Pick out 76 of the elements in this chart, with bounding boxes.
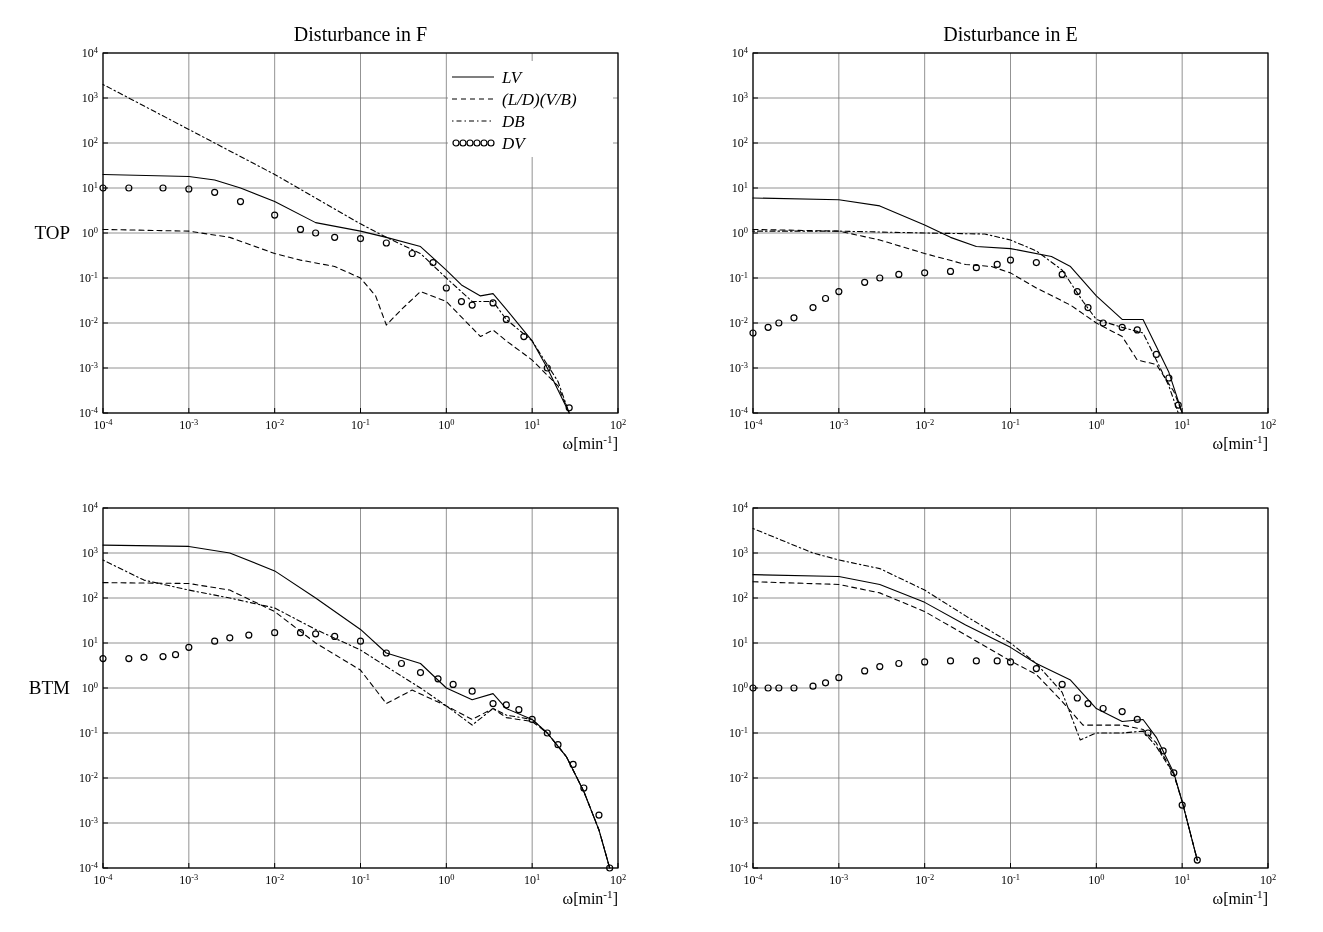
y-axis-title: TOP [34, 222, 70, 243]
x-tick-label: 10$^{-4}$ [743, 417, 764, 432]
x-tick-label: 10$^{-3}$ [179, 417, 199, 432]
x-tick-label: 10$^{2}$ [1259, 417, 1277, 432]
x-tick-label: 10$^{-4}$ [743, 872, 764, 887]
x-tick-label: 10$^{-2}$ [915, 872, 935, 887]
y-tick-label: 10$^{4}$ [81, 500, 99, 515]
y-tick-label: 10$^{-2}$ [79, 315, 98, 330]
chart-title: Disturbance in F [293, 23, 428, 45]
y-tick-label: 10$^{-3}$ [729, 360, 748, 375]
y-tick-label: 10$^{-3}$ [79, 360, 98, 375]
y-tick-label: 10$^{1}$ [731, 180, 748, 195]
legend-label: (L/D)(V/B) [502, 90, 577, 109]
x-tick-label: 10$^{-3}$ [179, 872, 199, 887]
y-tick-label: 10$^{0}$ [731, 680, 748, 695]
y-tick-label: 10$^{2}$ [81, 135, 98, 150]
x-tick-label: 10$^{-4}$ [93, 417, 114, 432]
y-tick-label: 10$^{-1}$ [79, 270, 98, 285]
y-tick-label: 10$^{-3}$ [729, 815, 748, 830]
y-tick-label: 10$^{-4}$ [729, 405, 749, 420]
x-tick-label: 10$^{-2}$ [915, 417, 935, 432]
legend-label: LV [501, 68, 524, 87]
x-tick-label: 10$^{-2}$ [265, 417, 285, 432]
legend-label: DB [501, 112, 526, 131]
y-tick-label: 10$^{3}$ [81, 90, 98, 105]
y-tick-label: 10$^{-1}$ [79, 725, 98, 740]
y-tick-label: 10$^{-2}$ [729, 315, 748, 330]
x-tick-label: 10$^{2}$ [609, 872, 627, 887]
x-tick-label: 10$^{-2}$ [265, 872, 285, 887]
y-tick-label: 10$^{1}$ [81, 180, 98, 195]
x-tick-label: 10$^{0}$ [438, 417, 455, 432]
y-tick-label: 10$^{4}$ [731, 500, 749, 515]
y-tick-label: 10$^{-4}$ [79, 405, 99, 420]
y-tick-label: 10$^{0}$ [81, 680, 98, 695]
x-tick-label: 10$^{2}$ [1259, 872, 1277, 887]
x-tick-label: 10$^{-1}$ [1001, 417, 1020, 432]
x-axis-title: ω[min$^{-1}$] [1212, 888, 1268, 907]
y-tick-label: 10$^{1}$ [731, 635, 748, 650]
legend-label: DV [501, 134, 528, 153]
x-tick-label: 10$^{-3}$ [829, 872, 849, 887]
y-tick-label: 10$^{-4}$ [729, 860, 749, 875]
y-tick-label: 10$^{2}$ [731, 590, 748, 605]
x-tick-label: 10$^{-3}$ [829, 417, 849, 432]
x-tick-label: 10$^{1}$ [1174, 872, 1191, 887]
chart-title: Disturbance in E [943, 23, 1078, 45]
y-tick-label: 10$^{1}$ [81, 635, 98, 650]
x-tick-label: 10$^{0}$ [1088, 417, 1105, 432]
y-tick-label: 10$^{4}$ [731, 45, 749, 60]
x-tick-label: 10$^{-1}$ [1001, 872, 1020, 887]
x-axis-title: ω[min$^{-1}$] [562, 888, 618, 907]
y-tick-label: 10$^{2}$ [731, 135, 748, 150]
y-tick-label: 10$^{-3}$ [79, 815, 98, 830]
y-tick-label: 10$^{3}$ [81, 545, 98, 560]
y-tick-label: 10$^{-1}$ [729, 270, 748, 285]
x-tick-label: 10$^{1}$ [524, 417, 541, 432]
x-tick-label: 10$^{2}$ [609, 417, 627, 432]
y-tick-label: 10$^{0}$ [731, 225, 748, 240]
x-tick-label: 10$^{1}$ [524, 872, 541, 887]
x-tick-label: 10$^{1}$ [1174, 417, 1191, 432]
y-axis-title: BTM [28, 677, 71, 698]
y-tick-label: 10$^{3}$ [731, 545, 748, 560]
x-tick-label: 10$^{0}$ [438, 872, 455, 887]
y-tick-label: 10$^{0}$ [81, 225, 98, 240]
x-axis-title: ω[min$^{-1}$] [1212, 433, 1268, 452]
y-tick-label: 10$^{2}$ [81, 590, 98, 605]
x-tick-label: 10$^{0}$ [1088, 872, 1105, 887]
y-tick-label: 10$^{-1}$ [729, 725, 748, 740]
y-tick-label: 10$^{4}$ [81, 45, 99, 60]
y-tick-label: 10$^{-2}$ [79, 770, 98, 785]
y-tick-label: 10$^{3}$ [731, 90, 748, 105]
x-axis-title: ω[min$^{-1}$] [562, 433, 618, 452]
x-tick-label: 10$^{-4}$ [93, 872, 114, 887]
y-tick-label: 10$^{-4}$ [79, 860, 99, 875]
x-tick-label: 10$^{-1}$ [351, 872, 370, 887]
y-tick-label: 10$^{-2}$ [729, 770, 748, 785]
x-tick-label: 10$^{-1}$ [351, 417, 370, 432]
